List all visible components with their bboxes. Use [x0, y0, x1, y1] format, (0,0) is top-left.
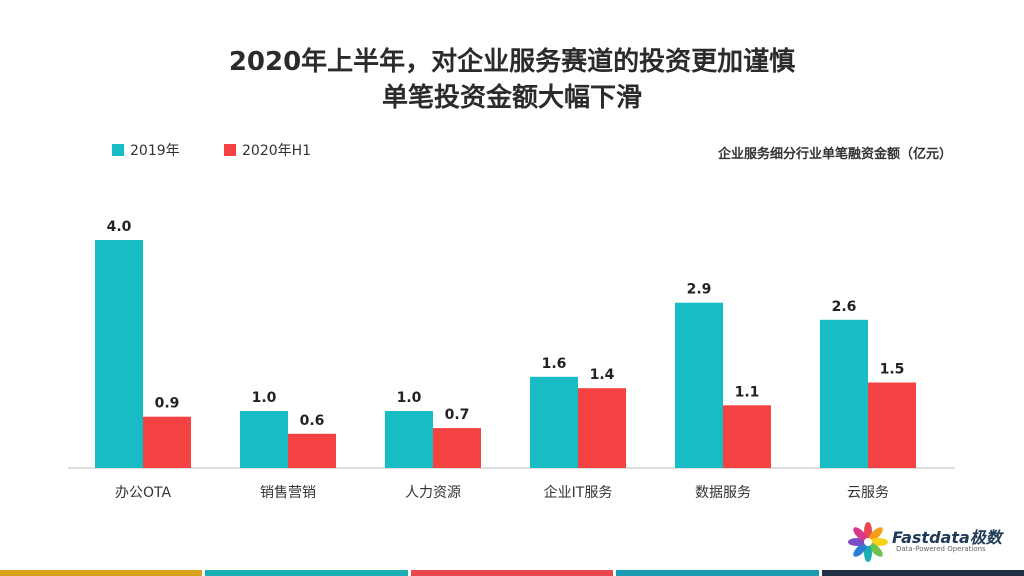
legend-swatch-2020h1 — [224, 144, 236, 156]
bar-2020h1 — [723, 405, 771, 468]
legend-item-2019: 2019年 — [112, 140, 180, 160]
bar-2019 — [240, 411, 288, 468]
x-tick-label: 企业IT服务 — [544, 484, 613, 501]
data-label-2020h1: 0.6 — [300, 413, 325, 429]
data-label-2019: 1.0 — [397, 390, 422, 406]
logo-tagline: Data-Powered Operations — [896, 545, 986, 553]
logo-flower-icon — [848, 522, 888, 562]
data-label-2020h1: 0.9 — [155, 396, 180, 412]
x-tick-label: 云服务 — [847, 485, 889, 501]
bar-2019 — [530, 376, 578, 468]
footer-band-segment — [205, 570, 408, 576]
footer-band-segment — [0, 570, 203, 576]
footer-band-segment — [616, 570, 819, 576]
bar-2019 — [675, 302, 723, 468]
legend-label-2020h1: 2020年H1 — [242, 143, 312, 159]
bar-2020h1 — [868, 382, 916, 468]
bar-2020h1 — [288, 433, 336, 468]
footer-band-segment — [410, 570, 614, 576]
legend-label-2019: 2019年 — [130, 143, 180, 159]
x-tick-label: 数据服务 — [695, 485, 751, 501]
data-label-2020h1: 1.1 — [735, 384, 760, 400]
data-label-2019: 2.6 — [832, 299, 857, 315]
x-tick-label: 销售营销 — [260, 485, 316, 501]
chart-title: 2020年上半年，对企业服务赛道的投资更加谨慎 单笔投资金额大幅下滑 — [0, 44, 1024, 116]
data-label-2019: 1.0 — [252, 390, 277, 406]
data-label-2020h1: 1.4 — [590, 367, 615, 383]
bar-2019 — [95, 240, 143, 468]
data-label-2019: 4.0 — [107, 219, 132, 235]
legend-item-2020h1: 2020年H1 — [224, 140, 311, 160]
x-tick-label: 办公OTA — [115, 485, 171, 501]
x-tick-label: 人力资源 — [405, 485, 461, 501]
data-label-2019: 1.6 — [542, 356, 567, 372]
logo: Fastdata极数 Data-Powered Operations — [846, 520, 1006, 564]
unit-label: 企业服务细分行业单笔融资金额（亿元） — [717, 147, 952, 162]
data-label-2020h1: 0.7 — [445, 407, 470, 423]
bar-2020h1 — [578, 388, 626, 468]
footer-color-band — [0, 570, 1024, 576]
bar-2019 — [385, 411, 433, 468]
logo-brand: Fastdata极数 — [892, 528, 1002, 547]
data-label-2019: 2.9 — [687, 282, 712, 298]
bar-2020h1 — [433, 428, 481, 468]
chart-title-line2: 单笔投资金额大幅下滑 — [381, 83, 642, 113]
footer-band-segment — [821, 570, 1024, 576]
legend-swatch-2019 — [112, 144, 124, 156]
data-label-2020h1: 1.5 — [880, 362, 905, 378]
bar-2019 — [820, 319, 868, 468]
chart-title-line1: 2020年上半年，对企业服务赛道的投资更加谨慎 — [228, 47, 796, 77]
bar-2020h1 — [143, 416, 191, 468]
